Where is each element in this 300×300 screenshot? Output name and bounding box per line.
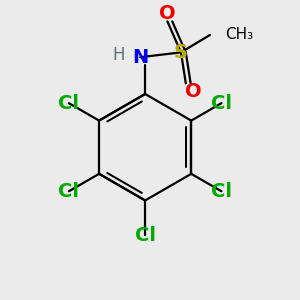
- Text: S: S: [174, 43, 188, 62]
- Text: Cl: Cl: [211, 94, 232, 113]
- Text: O: O: [185, 82, 202, 100]
- Text: CH₃: CH₃: [226, 28, 254, 43]
- Text: O: O: [159, 4, 176, 23]
- Text: Cl: Cl: [58, 182, 80, 201]
- Text: N: N: [132, 48, 148, 67]
- Text: Cl: Cl: [135, 226, 156, 245]
- Text: Cl: Cl: [211, 182, 232, 201]
- Text: Cl: Cl: [58, 94, 80, 113]
- Text: H: H: [113, 46, 125, 64]
